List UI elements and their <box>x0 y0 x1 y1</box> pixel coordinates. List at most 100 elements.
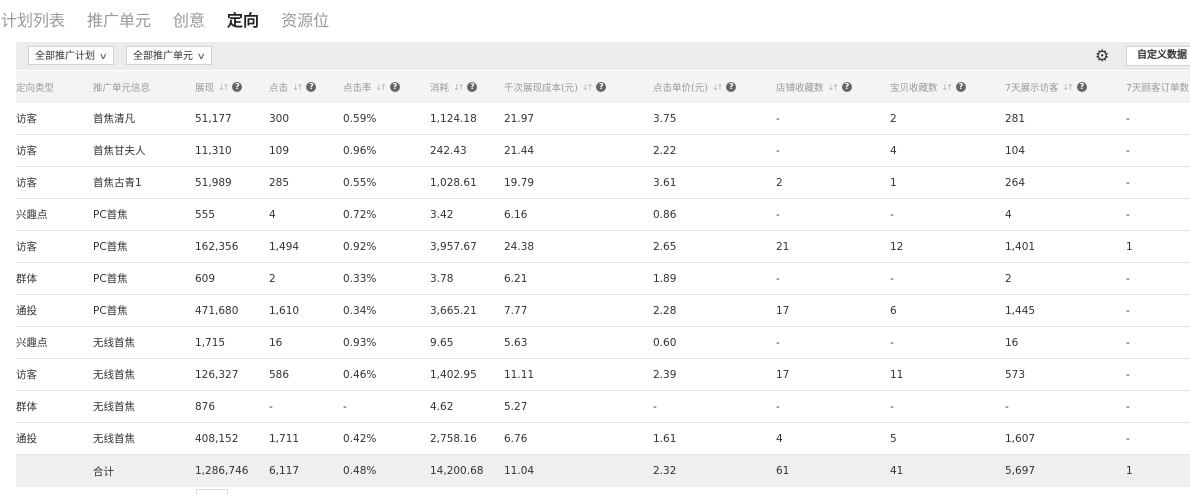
table-cell: 0.46% <box>343 368 377 381</box>
column-header[interactable]: 点击 ↓↑? <box>269 71 317 103</box>
column-header[interactable]: 点击率 ↓↑? <box>343 71 400 103</box>
table-cell: - <box>1126 432 1130 445</box>
column-header-label: 点击 <box>269 83 289 94</box>
table-cell: 9.65 <box>430 336 454 349</box>
column-header[interactable]: 千次展现成本(元) ↓↑? <box>504 71 607 103</box>
help-icon[interactable]: ? <box>389 82 400 92</box>
table-row: 访客 无线首焦 126,327 586 0.46% 1,402.95 11.11 2.39 17… <box>16 359 1190 391</box>
table-cell: 0.33% <box>343 272 377 285</box>
table-cell: 14,200.68 <box>430 465 484 477</box>
table-cell: 3.75 <box>653 112 677 125</box>
help-icon[interactable]: ? <box>841 82 852 92</box>
sort-icon[interactable]: ↓↑ <box>453 82 464 92</box>
table-cell: 2 <box>890 112 897 125</box>
column-header: 定向类型 <box>16 71 54 103</box>
table-cell: 51,989 <box>195 176 232 189</box>
help-icon[interactable]: ? <box>306 82 317 92</box>
help-icon[interactable]: ? <box>232 82 243 92</box>
table-cell: 3.61 <box>653 176 677 189</box>
table-cell: 1,610 <box>269 304 300 317</box>
table-cell: 586 <box>269 368 290 381</box>
table-cell: 2.22 <box>653 144 677 157</box>
column-header[interactable]: 展现 ↓↑? <box>195 71 243 103</box>
table-cell: - <box>1005 400 1009 413</box>
table-cell: 5 <box>890 432 897 445</box>
table-cell: - <box>776 208 780 221</box>
table-cell: - <box>776 400 780 413</box>
sort-icon[interactable]: ↓↑ <box>218 82 229 92</box>
unit-filter-dropdown[interactable]: 全部推广单元 ∨ <box>126 46 212 65</box>
column-header[interactable]: 宝贝收藏数 ↓↑? <box>890 71 966 103</box>
table-cell: 471,680 <box>195 304 239 317</box>
sort-icon[interactable]: ↓↑ <box>941 82 953 92</box>
table-cell: 2 <box>1005 272 1012 285</box>
table-cell: 1,494 <box>269 240 300 253</box>
plan-filter-dropdown[interactable]: 全部推广计划 ∨ <box>28 46 114 65</box>
table-cell: 1,124.18 <box>430 112 477 125</box>
table-cell: 21 <box>776 240 790 253</box>
table-cell: 0.59% <box>343 112 377 125</box>
table-cell: 41 <box>890 465 904 477</box>
table-cell: 兴趣点 <box>16 337 48 349</box>
sort-icon[interactable]: ↓↑ <box>375 82 387 92</box>
table-cell: 无线首焦 <box>93 369 135 381</box>
table-cell: 3.42 <box>430 208 454 221</box>
table-cell: - <box>1126 176 1130 189</box>
table-cell: - <box>1126 112 1130 125</box>
table-cell: 2 <box>269 272 276 285</box>
table-cell: PC首焦 <box>93 209 128 221</box>
column-header[interactable]: 店铺收藏数 ↓↑? <box>776 71 852 103</box>
sort-icon[interactable]: ↓↑ <box>827 82 839 92</box>
table-cell: 访客 <box>16 241 37 253</box>
gear-icon[interactable]: ⚙ <box>1095 46 1110 65</box>
table-cell: 0.48% <box>343 465 377 477</box>
help-icon[interactable]: ? <box>726 82 737 92</box>
table-cell: 4.62 <box>430 400 454 413</box>
table-cell: 5.27 <box>504 400 528 413</box>
custom-data-button[interactable]: 自定义数据 <box>1126 46 1190 66</box>
table-cell: 11.11 <box>504 368 535 381</box>
sort-icon[interactable]: ↓↑ <box>711 82 723 92</box>
table-cell: 0.60 <box>653 336 677 349</box>
table-total-row: 合计 1,286,746 6,117 0.48% 14,200.68 11.04 2.32 6… <box>16 455 1190 487</box>
table-cell: 1.89 <box>653 272 677 285</box>
sort-icon[interactable]: ↓↑ <box>292 82 303 92</box>
table-row: 通投 无线首焦 408,152 1,711 0.42% 2,758.16 6.76 1.61 4… <box>16 423 1190 455</box>
table-cell: 首焦清凡 <box>93 113 135 125</box>
sort-icon[interactable]: ↓↑ <box>581 82 593 92</box>
column-header[interactable]: 点击单价(元) ↓↑? <box>653 71 737 103</box>
tab-0[interactable]: 计划列表 <box>1 11 66 30</box>
tab-1[interactable]: 推广单元 <box>87 11 152 30</box>
tab-3[interactable]: 定向 <box>227 11 260 30</box>
chevron-down-icon: ∨ <box>196 52 206 62</box>
table-cell: 1,711 <box>269 432 300 445</box>
tab-4[interactable]: 资源位 <box>281 11 330 30</box>
help-icon[interactable]: ? <box>1076 82 1087 92</box>
pagination-stub[interactable] <box>196 489 228 495</box>
help-icon[interactable]: ? <box>955 82 966 92</box>
table-cell: 6 <box>890 304 897 317</box>
help-icon[interactable]: ? <box>467 82 478 92</box>
table-cell: - <box>343 400 347 413</box>
column-header[interactable]: 消耗 ↓↑? <box>430 71 478 103</box>
table-cell: 无线首焦 <box>93 401 135 413</box>
tab-2[interactable]: 创意 <box>173 11 206 30</box>
table-cell: 通投 <box>16 305 37 317</box>
table-cell: 16 <box>1005 336 1019 349</box>
help-icon[interactable]: ? <box>596 82 607 92</box>
table-cell: 408,152 <box>195 432 239 445</box>
table-cell: 281 <box>1005 112 1026 125</box>
table-cell: 访客 <box>16 177 37 189</box>
table-cell: 6.21 <box>504 272 528 285</box>
column-header[interactable]: 7天展示访客 ↓↑? <box>1005 71 1087 103</box>
table-cell: 2.28 <box>653 304 677 317</box>
table-cell: 访客 <box>16 145 37 157</box>
table-cell: 162,356 <box>195 240 239 253</box>
column-header-label: 宝贝收藏数 <box>890 83 938 94</box>
table-cell: 17 <box>776 368 790 381</box>
table-row: 访客 PC首焦 162,356 1,494 0.92% 3,957.67 24.38 2.65… <box>16 231 1190 263</box>
table-cell: 0.72% <box>343 208 377 221</box>
column-header-label: 点击单价(元) <box>653 83 708 94</box>
table-cell: 2 <box>776 176 783 189</box>
sort-icon[interactable]: ↓↑ <box>1062 82 1074 92</box>
